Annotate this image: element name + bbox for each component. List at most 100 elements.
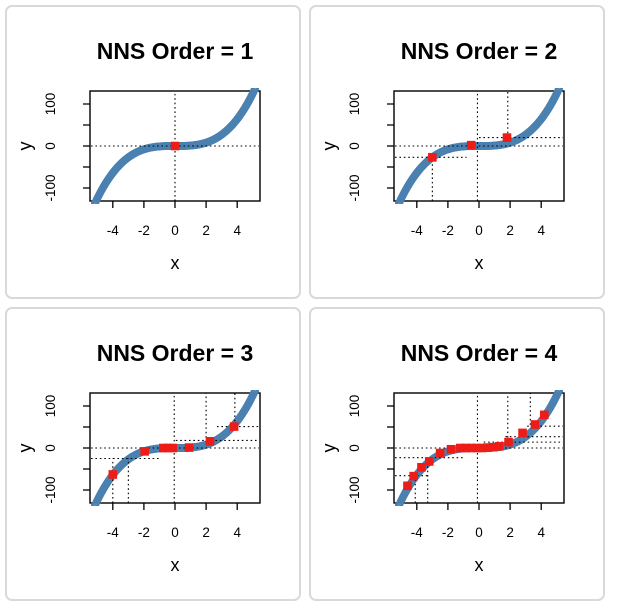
partition-point — [446, 444, 456, 454]
x-tick-label: -2 — [442, 223, 454, 238]
plot-title: NNS Order = 2 — [401, 38, 558, 64]
partition-point — [466, 140, 476, 150]
nns-order-2-plot: NNS Order = 2 x y -4 -2 0 2 4 -100 0 100 — [319, 38, 565, 273]
y-tick-label: 0 — [43, 142, 58, 150]
partition-point — [540, 410, 549, 420]
y-tick-label: -100 — [347, 476, 362, 503]
plot-card-order-2: NNS Order = 2 x y -4 -2 0 2 4 -100 0 100 — [309, 5, 605, 299]
x-tick-label: 4 — [537, 223, 545, 238]
y-axis-label: y — [319, 444, 339, 453]
x-tick-label: 4 — [537, 525, 545, 540]
partition-point — [504, 437, 513, 447]
x-tick-label: -2 — [442, 525, 454, 540]
x-tick-label: -4 — [107, 223, 119, 238]
x-axis-label: x — [475, 253, 484, 273]
red-points — [108, 422, 239, 479]
red-points — [428, 133, 512, 162]
y-tick-label: -100 — [43, 476, 58, 503]
y-tick-label: 100 — [43, 395, 58, 418]
y-axis: -100 0 100 — [43, 93, 90, 202]
plot-box — [89, 392, 261, 504]
partition-point — [140, 447, 149, 456]
partition-point — [518, 428, 527, 438]
partition-lines — [395, 90, 563, 202]
nns-order-3-plot: NNS Order = 3 x y -4 -2 0 2 4 -100 0 100 — [15, 340, 261, 575]
y-tick-label: 100 — [347, 93, 362, 116]
x-tick-label: 2 — [506, 525, 514, 540]
plot-area: -4 -2 0 2 4 -100 0 100 — [43, 390, 261, 540]
partition-point — [428, 153, 437, 162]
plot-card-order-4: NNS Order = 4 x y -4 -2 0 2 4 -100 0 100 — [309, 307, 605, 601]
plot-area: -4 -2 0 2 4 -100 0 100 — [347, 390, 565, 540]
x-tick-label: 0 — [475, 223, 483, 238]
x-axis: -4 -2 0 2 4 — [411, 201, 545, 238]
partition-point — [409, 471, 418, 481]
y-tick-label: -100 — [43, 174, 58, 201]
partition-point — [502, 133, 512, 142]
partition-point — [477, 443, 487, 453]
x-tick-label: 4 — [233, 525, 241, 540]
partition-point — [494, 442, 504, 451]
nns-order-1-plot: NNS Order = 1 x y -4 -2 0 2 4 -100 0 100 — [15, 38, 261, 273]
partition-point — [488, 442, 498, 452]
x-axis: -4 -2 0 2 4 — [411, 503, 545, 540]
nns-order-4-plot: NNS Order = 4 x y -4 -2 0 2 4 -100 0 100 — [319, 340, 565, 575]
x-tick-label: 2 — [202, 525, 210, 540]
plot-title: NNS Order = 4 — [401, 340, 558, 366]
x-axis-label: x — [171, 555, 180, 575]
x-axis: -4 -2 0 2 4 — [107, 201, 241, 238]
partition-point — [456, 443, 465, 453]
plot-title: NNS Order = 1 — [97, 38, 254, 64]
partition-point — [184, 443, 194, 452]
x-tick-label: -2 — [138, 525, 150, 540]
partition-point — [168, 443, 177, 453]
plot-box — [393, 392, 565, 504]
x-tick-label: -4 — [107, 525, 119, 540]
x-axis-label: x — [171, 253, 180, 273]
y-axis: -100 0 100 — [347, 93, 394, 202]
plot-area: -4 -2 0 2 4 -100 0 100 — [43, 88, 261, 238]
plot-area: -4 -2 0 2 4 -100 0 100 — [347, 88, 565, 238]
plot-card-order-3: NNS Order = 3 x y -4 -2 0 2 4 -100 0 100 — [5, 307, 301, 601]
x-tick-label: 0 — [171, 525, 179, 540]
partition-point — [159, 443, 168, 453]
y-tick-label: 100 — [347, 395, 362, 418]
y-axis: -100 0 100 — [43, 395, 90, 504]
x-axis: -4 -2 0 2 4 — [107, 503, 241, 540]
x-tick-label: 2 — [506, 223, 514, 238]
partition-point — [472, 443, 481, 453]
y-tick-label: -100 — [347, 174, 362, 201]
partition-point — [530, 420, 540, 429]
x-tick-label: 4 — [233, 223, 241, 238]
x-tick-label: 0 — [171, 223, 179, 238]
y-axis: -100 0 100 — [347, 395, 394, 504]
partition-point — [466, 443, 476, 453]
partition-point — [417, 463, 426, 472]
x-tick-label: 0 — [475, 525, 483, 540]
y-tick-label: 0 — [347, 444, 362, 452]
plot-box — [393, 90, 565, 202]
partition-point — [205, 436, 215, 446]
partition-point — [424, 457, 434, 466]
plot-card-order-1: NNS Order = 1 x y -4 -2 0 2 4 -100 0 100 — [5, 5, 301, 299]
partition-point — [483, 443, 492, 452]
x-tick-label: -2 — [138, 223, 150, 238]
y-axis-label: y — [15, 142, 35, 151]
x-tick-label: -4 — [411, 223, 423, 238]
y-tick-label: 0 — [43, 444, 58, 452]
x-axis-label: x — [475, 555, 484, 575]
red-points — [403, 410, 549, 491]
partition-point — [435, 448, 445, 458]
partition-point — [403, 481, 412, 491]
plot-title: NNS Order = 3 — [97, 340, 254, 366]
partition-point — [108, 470, 118, 479]
y-tick-label: 100 — [43, 93, 58, 116]
x-tick-label: 2 — [202, 223, 210, 238]
partition-point — [163, 443, 173, 453]
red-points — [170, 141, 180, 151]
partition-point — [229, 422, 239, 431]
partition-point — [461, 443, 471, 453]
y-axis-label: y — [15, 444, 35, 453]
partition-point — [170, 141, 180, 151]
